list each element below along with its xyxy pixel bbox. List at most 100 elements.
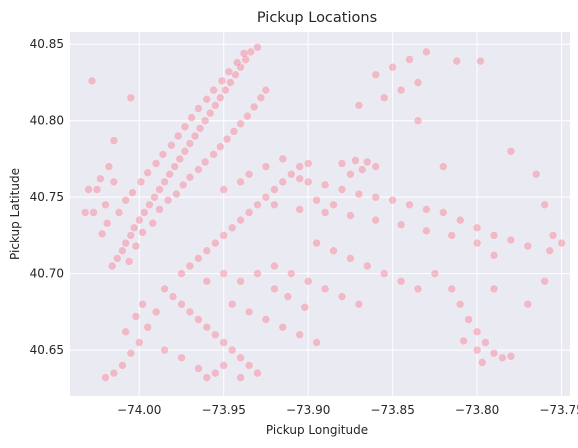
data-point <box>329 246 338 255</box>
data-point <box>209 150 218 159</box>
data-point <box>229 127 239 136</box>
data-point <box>236 373 245 382</box>
data-point <box>249 102 259 112</box>
data-point <box>177 353 186 363</box>
data-point <box>165 169 174 179</box>
data-point <box>261 192 271 202</box>
data-point <box>388 62 397 72</box>
data-point <box>187 113 196 122</box>
data-point <box>312 238 321 248</box>
data-point <box>224 67 234 77</box>
data-point <box>113 254 122 263</box>
data-point <box>337 292 347 301</box>
data-point <box>126 348 136 358</box>
data-point <box>413 284 423 294</box>
data-point <box>97 229 107 239</box>
data-point <box>371 192 381 202</box>
data-point <box>422 226 431 236</box>
data-point <box>396 85 406 95</box>
data-point <box>177 299 186 309</box>
data-point <box>246 47 255 57</box>
data-point <box>300 302 310 312</box>
data-point <box>253 42 262 52</box>
data-point <box>506 147 516 156</box>
data-point <box>202 373 212 382</box>
data-point <box>506 351 516 361</box>
data-point <box>211 238 220 248</box>
data-point <box>126 231 136 240</box>
data-point <box>202 322 212 332</box>
data-point <box>447 231 457 240</box>
data-point <box>523 299 533 309</box>
y-tick-label: 40.80 <box>30 114 64 128</box>
data-point <box>357 165 367 174</box>
data-point <box>405 55 414 64</box>
data-point <box>337 185 347 194</box>
data-point <box>320 284 330 294</box>
data-point <box>545 246 555 255</box>
data-point <box>236 215 245 225</box>
data-point <box>219 338 228 347</box>
data-point <box>438 162 448 171</box>
data-point <box>121 195 130 205</box>
data-point <box>256 93 266 103</box>
data-point <box>477 358 487 367</box>
data-point <box>303 159 313 168</box>
data-point <box>283 292 293 301</box>
data-point <box>413 116 423 125</box>
data-point <box>202 95 212 104</box>
data-point <box>216 93 225 103</box>
data-point <box>320 208 330 217</box>
data-point <box>124 257 134 266</box>
data-point <box>158 150 168 159</box>
data-point <box>523 241 533 251</box>
data-point <box>175 154 185 164</box>
data-point <box>351 156 360 165</box>
grid-lines <box>70 32 570 396</box>
data-point <box>476 56 485 66</box>
data-points <box>80 42 566 382</box>
data-point <box>148 218 158 228</box>
data-point <box>109 368 119 378</box>
data-point <box>205 108 215 118</box>
y-axis-label: Pickup Latitude <box>8 168 22 260</box>
plot-background <box>70 32 570 396</box>
data-point <box>253 368 262 378</box>
data-point <box>236 177 245 187</box>
data-point <box>286 169 296 179</box>
data-point <box>121 238 130 248</box>
data-point <box>138 228 147 237</box>
x-axis-label: Pickup Longitude <box>266 423 368 437</box>
data-point <box>236 353 245 363</box>
data-point <box>396 220 406 229</box>
data-point <box>219 185 228 194</box>
data-point <box>121 327 130 337</box>
data-point <box>489 284 499 294</box>
data-point <box>557 238 566 248</box>
data-point <box>489 348 499 358</box>
data-point <box>138 299 147 309</box>
x-tick-label: −73.95 <box>202 403 246 417</box>
data-point <box>459 336 468 346</box>
data-point <box>312 338 321 347</box>
data-point <box>320 180 330 190</box>
data-point <box>128 188 137 197</box>
data-point <box>261 315 271 324</box>
data-point <box>464 315 473 324</box>
data-point <box>506 235 516 245</box>
x-tick-label: −73.85 <box>370 403 414 417</box>
data-point <box>531 169 541 179</box>
data-point <box>286 269 296 278</box>
data-point <box>295 174 305 184</box>
data-point <box>540 276 550 286</box>
data-point <box>253 269 262 278</box>
y-tick-label: 40.75 <box>30 190 64 204</box>
data-point <box>216 142 225 151</box>
data-point <box>227 223 237 233</box>
data-point <box>236 62 245 72</box>
data-point <box>160 177 169 187</box>
y-tick-labels: 40.65 40.70 40.75 40.80 40.85 <box>30 37 64 357</box>
y-tick-label: 40.70 <box>30 267 64 281</box>
data-point <box>211 101 220 110</box>
